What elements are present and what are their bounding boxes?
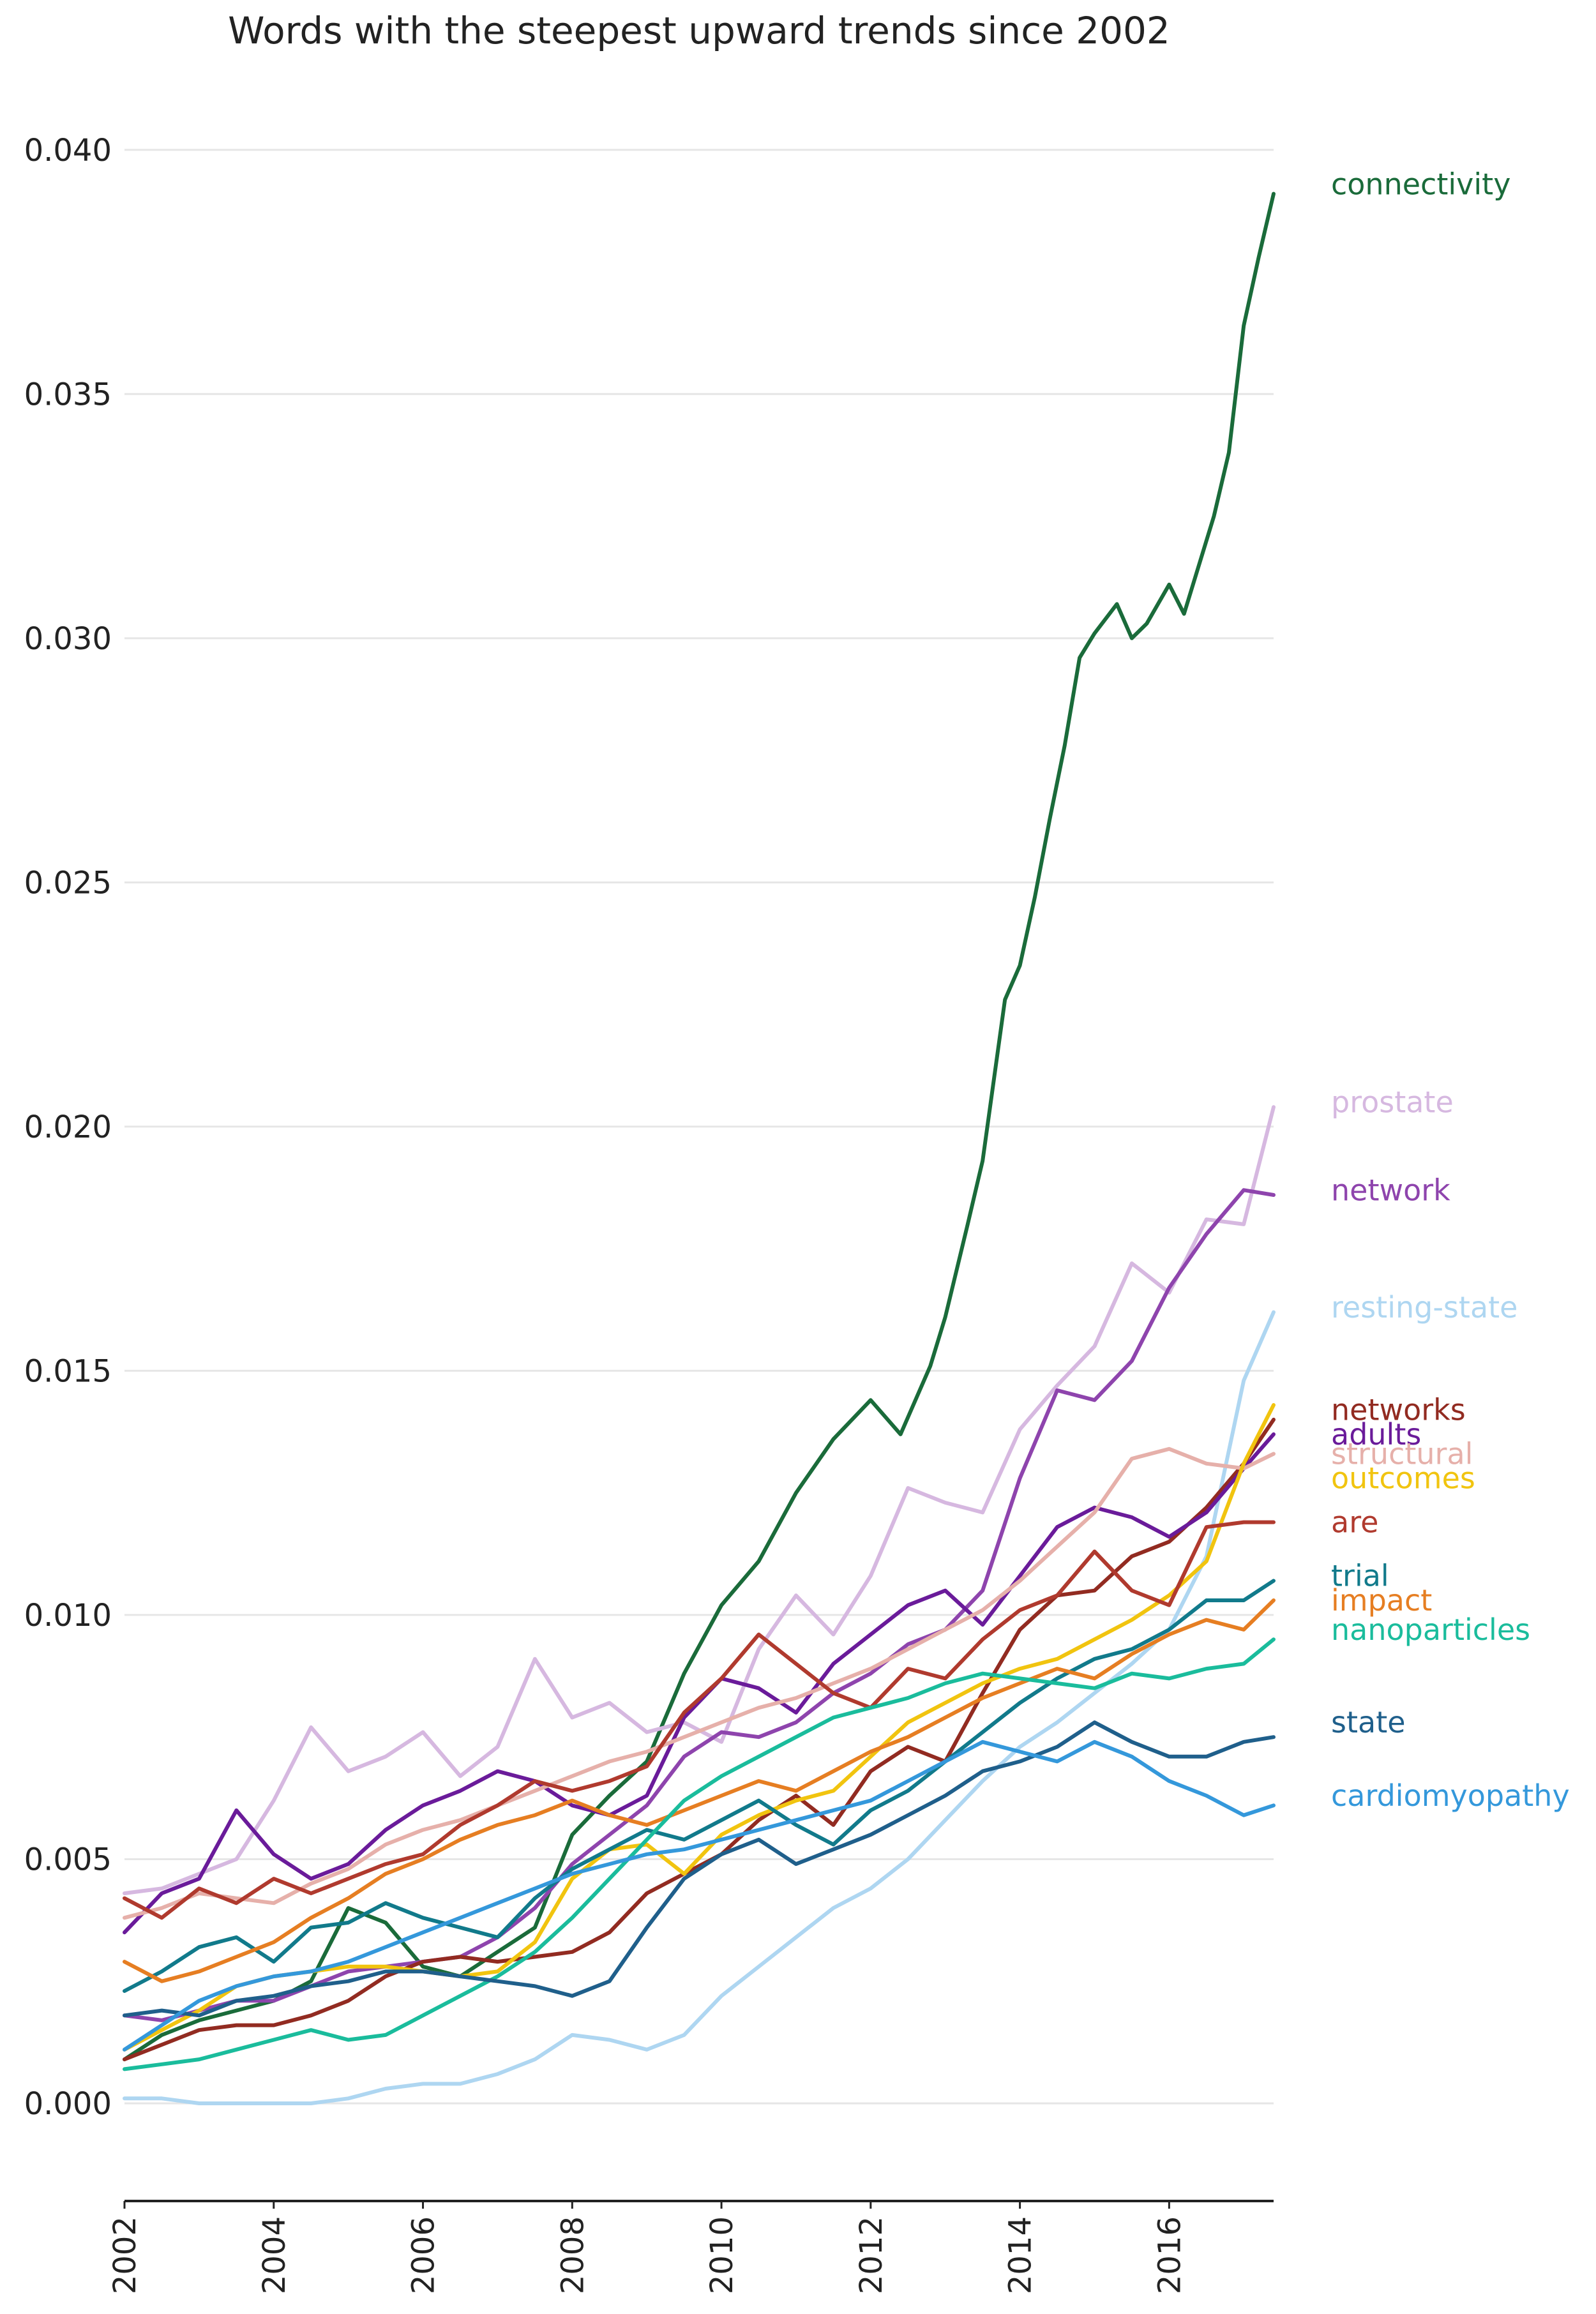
- y-tick-label: 0.000: [24, 2086, 112, 2122]
- series-line-prostate: [123, 1105, 1276, 1895]
- x-tick-label: 2014: [1003, 2216, 1039, 2294]
- series-label-networks: networks: [1331, 1393, 1466, 1427]
- series-label-trial: trial: [1331, 1559, 1389, 1593]
- series-label-prostate: prostate: [1331, 1085, 1454, 1120]
- x-tick-label: 2004: [257, 2216, 292, 2294]
- series-line-networks: [123, 1417, 1276, 2062]
- series-line-resting-state: [123, 1310, 1276, 2105]
- y-tick-label: 0.010: [24, 1598, 112, 1634]
- x-tick-label: 2016: [1152, 2216, 1187, 2294]
- y-tick-label: 0.020: [24, 1109, 112, 1145]
- x-tick-label: 2010: [704, 2216, 740, 2294]
- series-label-connectivity: connectivity: [1331, 167, 1510, 201]
- y-tick-label: 0.015: [24, 1353, 112, 1389]
- series-line-state: [123, 1720, 1276, 2018]
- series-line-cardiomyopathy: [123, 1739, 1276, 2052]
- x-tick-label: 2002: [107, 2216, 143, 2294]
- series-label-are: are: [1331, 1505, 1378, 1540]
- series-labels: connectivity prostate network resting-state…: [1331, 167, 1570, 1813]
- x-axis-ticks: 2002 2004 2006 2008 2010 2012 2014 2016: [107, 2201, 1187, 2294]
- series-line-are: [123, 1520, 1276, 1920]
- y-tick-label: 0.040: [24, 133, 112, 169]
- y-tick-label: 0.035: [24, 377, 112, 412]
- y-tick-label: 0.005: [24, 1842, 112, 1877]
- series-label-cardiomyopathy: cardiomyopathy: [1331, 1778, 1570, 1813]
- series-label-adults: adults: [1331, 1417, 1421, 1452]
- x-tick-label: 2006: [406, 2216, 442, 2294]
- series-line-nanoparticles: [123, 1637, 1276, 2071]
- y-tick-label: 0.030: [24, 621, 112, 657]
- series-label-outcomes: outcomes: [1331, 1461, 1475, 1496]
- series-label-network: network: [1331, 1173, 1450, 1207]
- series-line-structural: [123, 1446, 1276, 1920]
- series-label-nanoparticles: nanoparticles: [1331, 1612, 1530, 1647]
- series-line-connectivity: [123, 192, 1276, 2062]
- series-label-impact: impact: [1331, 1583, 1432, 1618]
- series-label-resting-state: resting-state: [1331, 1290, 1517, 1325]
- y-tick-label: 0.025: [24, 865, 112, 901]
- gridlines: [124, 149, 1274, 2105]
- y-axis-ticks: 0.000 0.005 0.010 0.015 0.020 0.025 0.030 0.035…: [24, 133, 112, 2122]
- x-tick-label: 2012: [854, 2216, 889, 2294]
- series-label-state: state: [1331, 1705, 1406, 1739]
- series-line-impact: [123, 1598, 1276, 1983]
- series-line-trial: [123, 1579, 1276, 1993]
- series-line-network: [123, 1188, 1276, 2022]
- x-tick-label: 2008: [555, 2216, 591, 2294]
- series-label-structural: structural: [1331, 1436, 1473, 1471]
- chart-title: Words with the steepest upward trends si…: [228, 9, 1170, 52]
- series-lines: [123, 192, 1276, 2105]
